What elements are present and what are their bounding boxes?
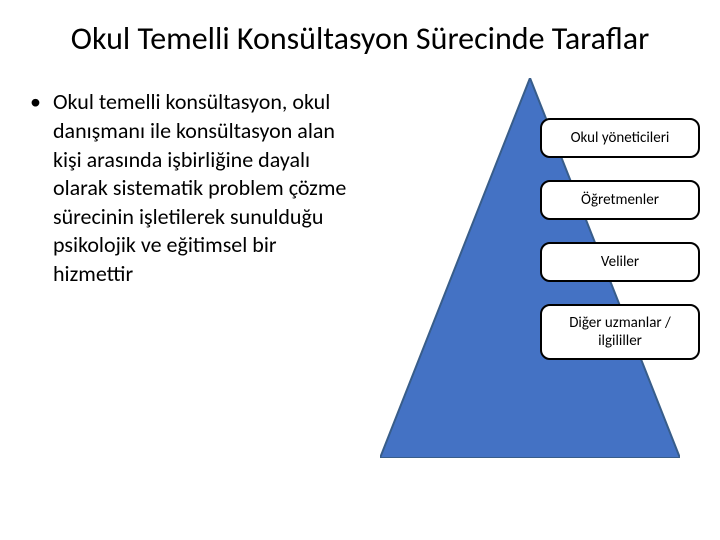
- box-other-experts: Diğer uzmanlar / ilgililler: [540, 304, 700, 360]
- bullet-item: • Okul temelli konsültasyon, okul danışm…: [30, 88, 360, 288]
- slide-title: Okul Temelli Konsültasyon Sürecinde Tara…: [30, 20, 690, 58]
- box-administrators: Okul yöneticileri: [540, 118, 700, 158]
- box-label: Diğer uzmanlar / ilgililler: [552, 314, 688, 350]
- left-column: • Okul temelli konsültasyon, okul danışm…: [30, 78, 360, 478]
- box-teachers: Öğretmenler: [540, 180, 700, 220]
- box-label: Okul yöneticileri: [571, 129, 670, 147]
- bullet-icon: •: [30, 88, 41, 117]
- box-label: Öğretmenler: [581, 191, 659, 209]
- content-area: • Okul temelli konsültasyon, okul danışm…: [30, 78, 690, 478]
- box-label: Veliler: [601, 253, 639, 271]
- slide: Okul Temelli Konsültasyon Sürecinde Tara…: [0, 0, 720, 540]
- box-parents: Veliler: [540, 242, 700, 282]
- bullet-text: Okul temelli konsültasyon, okul danışman…: [53, 88, 360, 288]
- boxes-container: Okul yöneticileri Öğretmenler Veliler Di…: [540, 118, 700, 360]
- right-column: Okul yöneticileri Öğretmenler Veliler Di…: [380, 78, 710, 478]
